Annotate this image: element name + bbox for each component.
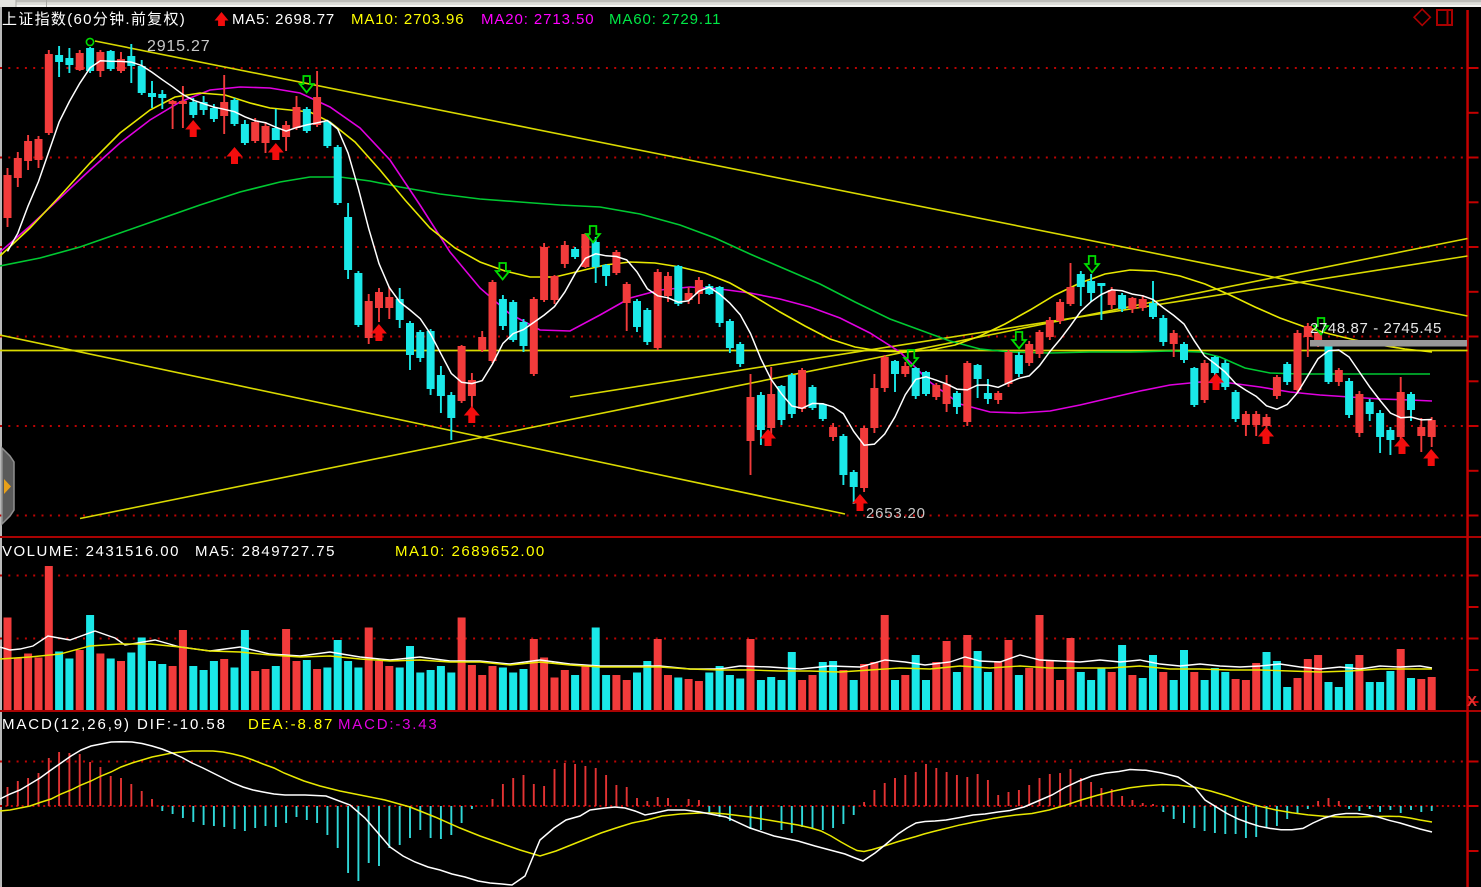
svg-text:MACD:-3.43: MACD:-3.43 [338, 716, 439, 733]
svg-text:MA10: 2689652.00: MA10: 2689652.00 [395, 543, 546, 560]
svg-text:2748.87 - 2745.45: 2748.87 - 2745.45 [1310, 320, 1442, 337]
svg-text:VOLUME: 2431516.00: VOLUME: 2431516.00 [2, 543, 180, 560]
svg-text:MA10: 2703.96: MA10: 2703.96 [351, 11, 464, 28]
svg-text:MA60: 2729.11: MA60: 2729.11 [609, 11, 721, 28]
svg-text:MA5: 2849727.75: MA5: 2849727.75 [195, 543, 336, 560]
svg-text:DEA:-8.87: DEA:-8.87 [248, 716, 334, 733]
svg-text:MA5: 2698.77: MA5: 2698.77 [232, 11, 335, 28]
svg-text:2915.27: 2915.27 [147, 38, 210, 55]
svg-text:MA20: 2713.50: MA20: 2713.50 [481, 11, 594, 28]
svg-text:X: X [1467, 693, 1477, 710]
svg-text:2653.20: 2653.20 [866, 505, 926, 522]
svg-text:MACD(12,26,9) DIF:-10.58: MACD(12,26,9) DIF:-10.58 [2, 716, 227, 733]
svg-text:上证指数(60分钟.前复权): 上证指数(60分钟.前复权) [2, 10, 186, 28]
